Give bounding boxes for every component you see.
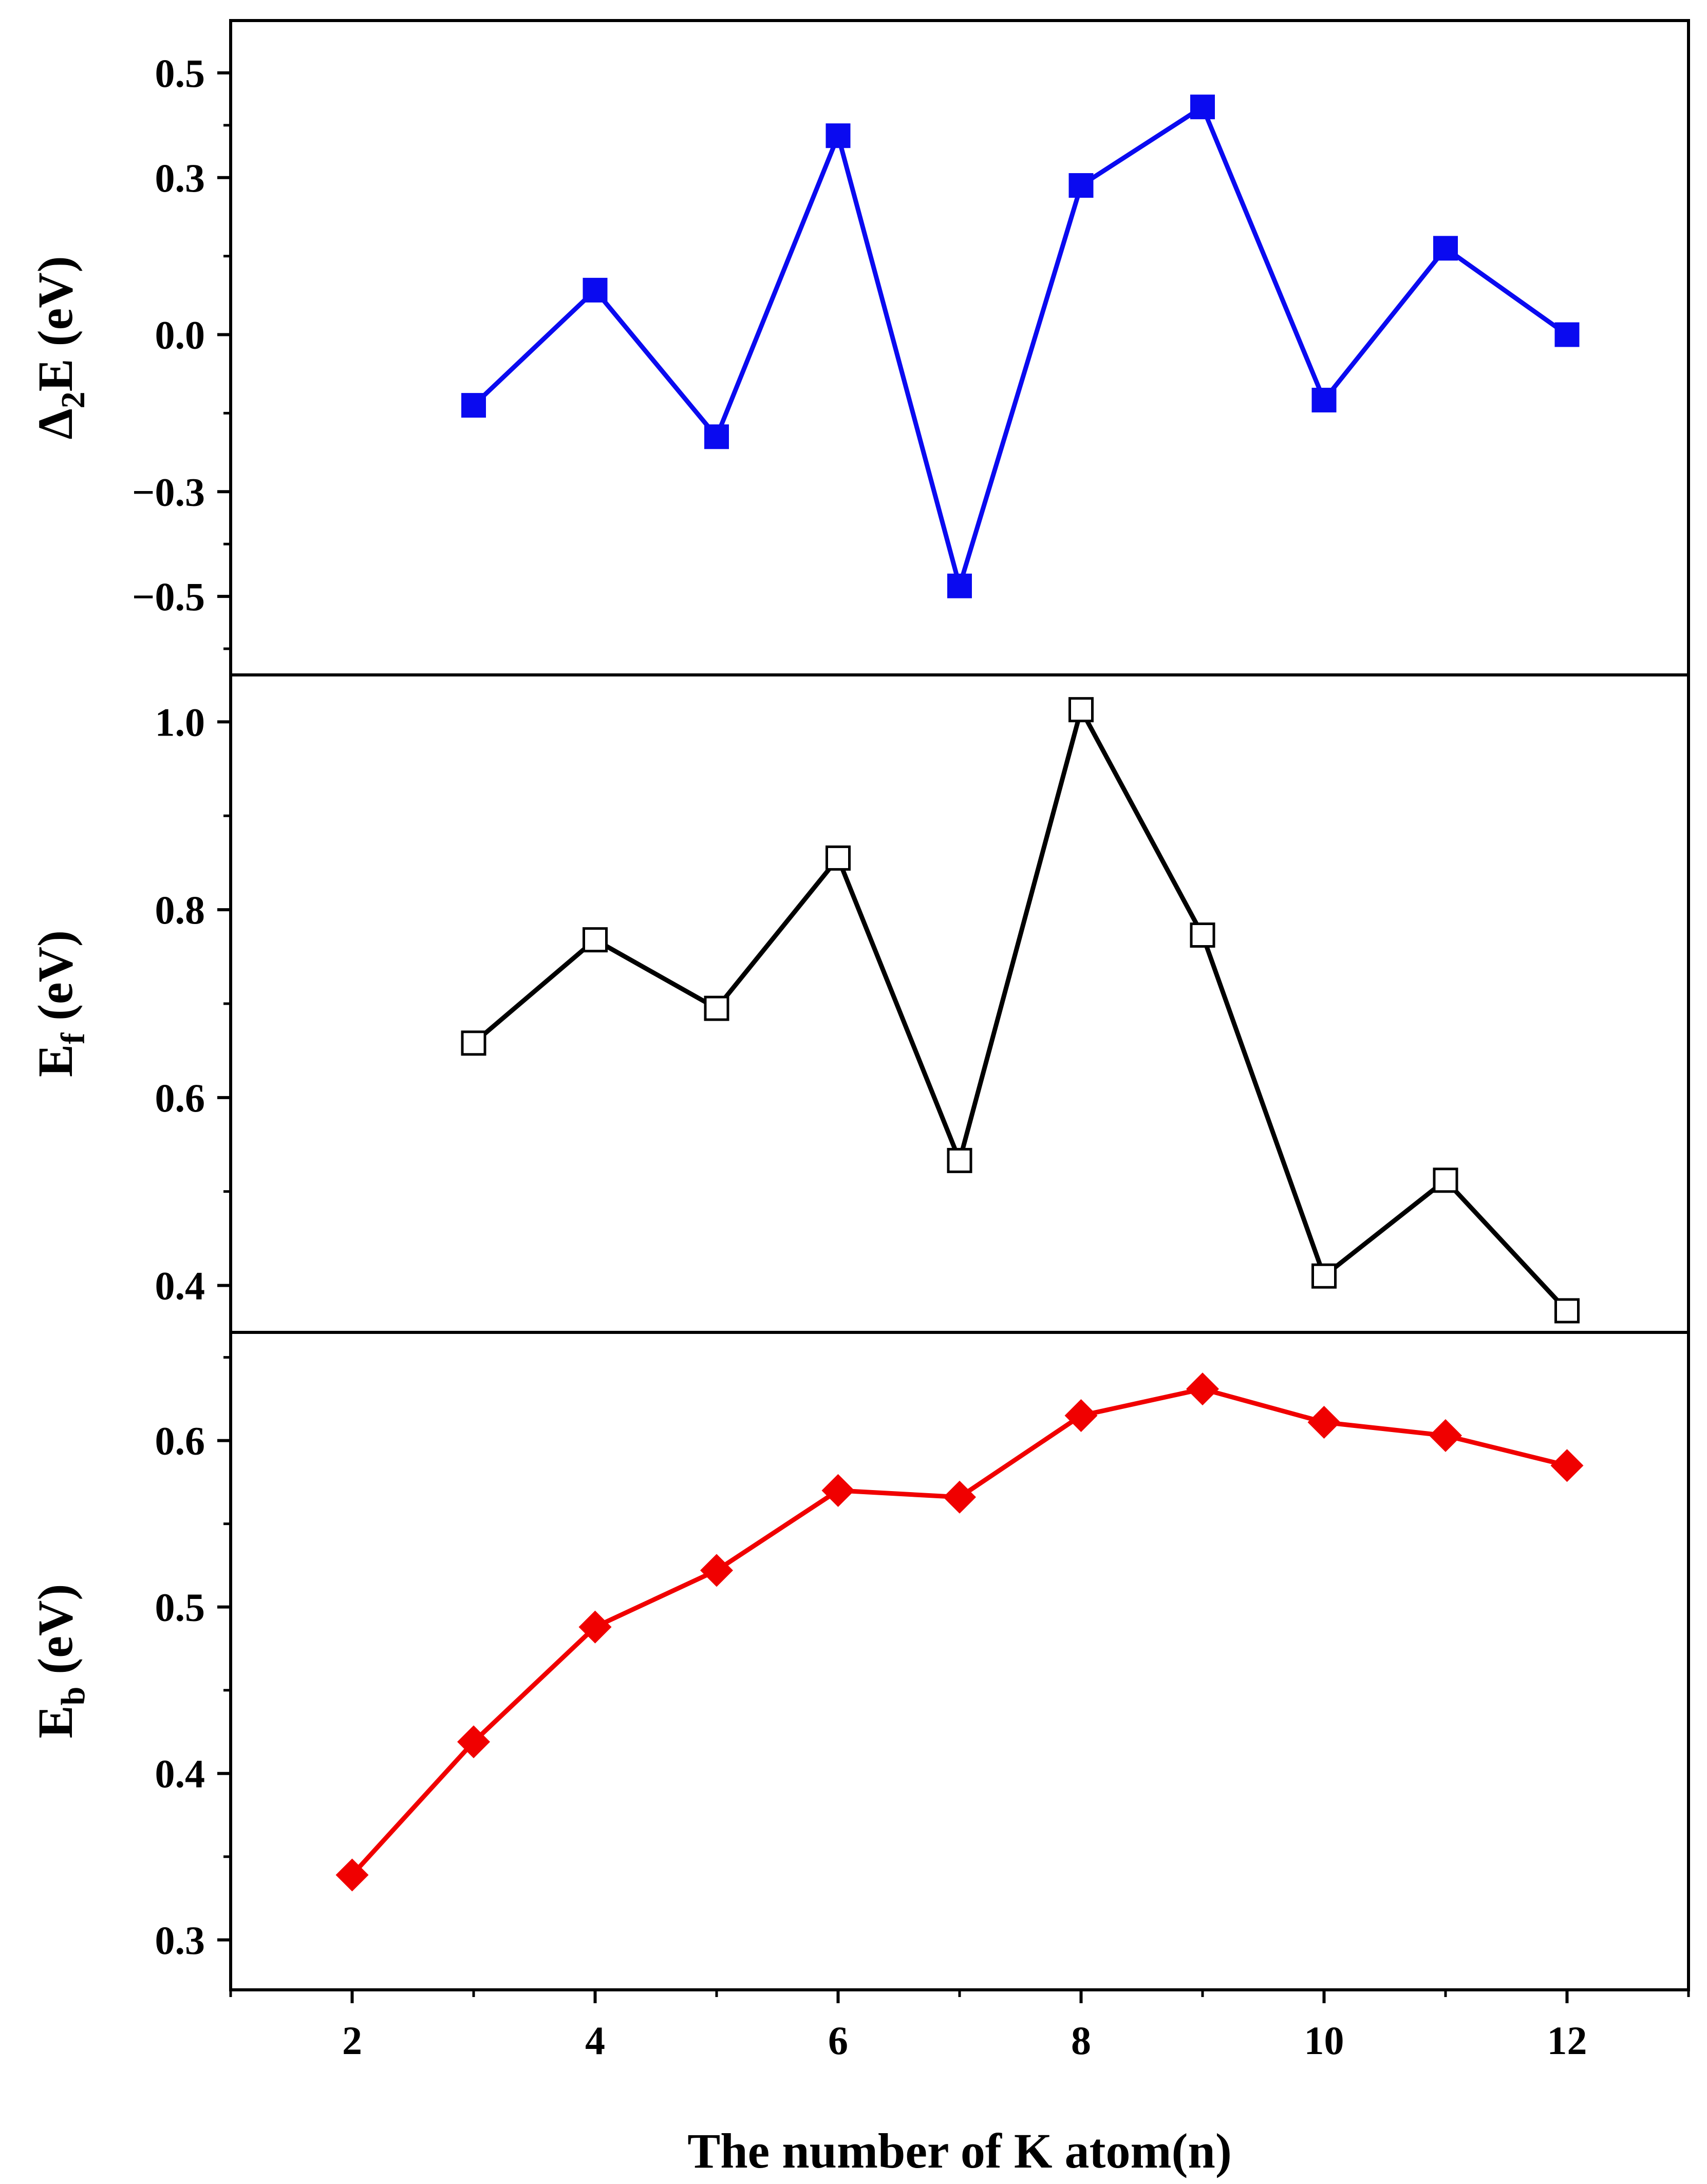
y-tick-label: 0.0 [155,313,205,357]
y-axis-title: Eb (eV) [28,1584,92,1739]
x-tick-label: 12 [1547,2018,1587,2063]
y-tick-label: 0.6 [155,1419,205,1463]
middle-panel: 0.4 0.6 0.8 1.0 Ef (eV) [28,673,1690,1334]
data-point [583,277,608,303]
series-line [472,104,1569,589]
data-point [947,1147,972,1173]
y-axis-title: Δ2E (eV) [28,256,92,439]
y-tick-label: 0.4 [155,1264,205,1308]
data-point [700,1554,733,1587]
data-point [1311,1263,1337,1289]
x-axis-title: The number of K atom(n) [687,2123,1232,2178]
y-axis-title-subscript: f [54,1032,92,1044]
y-tick-label: 0.3 [155,156,205,200]
top-panel: −0.5 −0.3 0.0 0.3 0.5 Δ2E (eV) [28,19,1690,676]
data-point [1068,697,1094,723]
data-point [826,123,851,148]
y-axis-title-rest: E (eV) [28,256,83,391]
data-point [461,393,486,418]
x-tick-label: 10 [1304,2018,1344,2063]
x-tick-label: 4 [585,2018,605,2063]
series-line [350,1386,1568,1877]
y-axis-title-rest: (eV) [28,1584,83,1687]
y-tick-label: 0.5 [155,1585,205,1630]
data-point [1429,1419,1462,1452]
y-axis-title-rest: (eV) [28,930,83,1033]
data-point [943,1480,976,1514]
data-point [461,1030,486,1056]
y-axis-title: Ef (eV) [28,930,92,1077]
y-tick-label: −0.5 [132,574,205,619]
data-point [1311,387,1337,412]
plot-frame [229,1331,1690,1991]
data-point [821,1474,855,1507]
y-tick-label: 0.3 [155,1918,205,1963]
y-axis-title-main: Δ [28,408,83,439]
y-tick-label: −0.3 [132,469,205,514]
data-point [1554,322,1580,347]
data-point [1550,1449,1584,1482]
data-point [1190,922,1215,948]
y-tick-label: 0.4 [155,1752,205,1796]
y-tick-label: 1.0 [155,700,205,744]
data-point [457,1725,490,1759]
data-point [1307,1405,1341,1439]
bottom-panel: 0.3 0.4 0.5 0.6 Eb (eV) [28,1331,1690,1991]
data-point [826,845,851,871]
data-point [583,927,608,953]
series-line [472,707,1569,1312]
data-point [1554,1298,1580,1324]
x-tick-label: 8 [1071,2018,1091,2063]
y-tick-label: 0.5 [155,51,205,96]
x-tick-label: 2 [342,2018,362,2063]
data-point [1190,95,1215,120]
data-point [1064,1399,1098,1433]
x-tick-label: 6 [828,2018,848,2063]
y-axis-title-subscript: 2 [54,391,92,408]
data-point [704,424,729,449]
data-point [578,1610,612,1644]
y-tick-label: 0.6 [155,1076,205,1120]
data-point [1433,1168,1458,1193]
data-point [335,1858,369,1892]
plot-frame [229,673,1690,1334]
y-axis-title-subscript: b [54,1687,92,1706]
data-point [947,573,972,598]
data-point [1186,1372,1219,1406]
data-point [1433,236,1458,261]
y-axis-title-main: E [28,1044,83,1077]
data-point [1068,173,1094,198]
data-point [704,995,729,1021]
y-axis-title-main: E [28,1705,83,1738]
y-tick-label: 0.8 [155,888,205,932]
